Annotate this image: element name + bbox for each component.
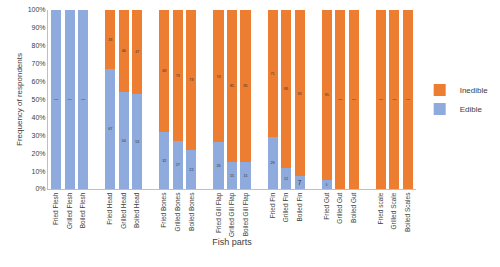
- svg-text:100: 100: [81, 98, 86, 101]
- svg-text:Grilled Gill Flap: Grilled Gill Flap: [228, 192, 236, 237]
- svg-text:0%: 0%: [35, 185, 45, 192]
- svg-text:100: 100: [379, 98, 384, 101]
- svg-text:Fried Head: Fried Head: [106, 192, 113, 225]
- svg-text:67: 67: [108, 127, 112, 131]
- svg-text:100: 100: [392, 98, 397, 101]
- svg-text:Fried Fin: Fried Fin: [269, 192, 276, 218]
- svg-text:78: 78: [189, 78, 193, 82]
- svg-text:93: 93: [298, 92, 302, 96]
- svg-text:26: 26: [216, 164, 220, 168]
- svg-text:Boiled Gill Flap: Boiled Gill Flap: [242, 192, 250, 236]
- svg-text:Fried Flesh: Fried Flesh: [52, 192, 59, 225]
- svg-text:Grilled Fin: Grilled Fin: [282, 192, 289, 222]
- svg-text:85: 85: [230, 84, 234, 88]
- svg-text:Fish parts: Fish parts: [212, 237, 252, 247]
- svg-text:29: 29: [271, 161, 275, 165]
- svg-text:32: 32: [162, 159, 166, 163]
- svg-text:53: 53: [135, 140, 139, 144]
- svg-text:Fried Gut: Fried Gut: [323, 192, 330, 219]
- svg-text:Fried scale: Fried scale: [377, 192, 384, 224]
- svg-text:Fried Gill Flap: Fried Gill Flap: [215, 192, 223, 233]
- svg-text:90%: 90%: [32, 24, 46, 31]
- svg-text:33: 33: [108, 38, 112, 42]
- svg-text:Frequency of respondents: Frequency of respondents: [15, 53, 24, 146]
- svg-text:Grilled Flesh: Grilled Flesh: [66, 192, 73, 229]
- svg-text:5: 5: [326, 183, 328, 187]
- svg-text:Boiled Scales: Boiled Scales: [404, 192, 411, 232]
- svg-text:40%: 40%: [32, 114, 46, 121]
- svg-text:60%: 60%: [32, 78, 46, 85]
- svg-text:100: 100: [406, 98, 411, 101]
- svg-text:54: 54: [122, 139, 126, 143]
- svg-text:73: 73: [176, 74, 180, 78]
- svg-text:Grilled Head: Grilled Head: [120, 192, 127, 229]
- svg-text:27: 27: [176, 163, 180, 167]
- svg-text:15: 15: [243, 174, 247, 178]
- svg-text:74: 74: [216, 75, 220, 79]
- svg-text:85: 85: [243, 84, 247, 88]
- svg-text:Edible: Edible: [460, 105, 483, 114]
- svg-text:Boiled Flesh: Boiled Flesh: [79, 192, 86, 228]
- svg-text:46: 46: [122, 49, 126, 53]
- svg-text:7: 7: [298, 179, 302, 186]
- svg-text:Boiled Fin: Boiled Fin: [296, 192, 303, 221]
- svg-text:68: 68: [162, 69, 166, 73]
- svg-text:Boiled Head: Boiled Head: [133, 192, 140, 228]
- svg-text:30%: 30%: [32, 132, 46, 139]
- svg-text:Grilled Gut: Grilled Gut: [336, 192, 343, 223]
- svg-text:47: 47: [135, 50, 139, 54]
- svg-text:100: 100: [68, 98, 73, 101]
- svg-text:70%: 70%: [32, 60, 46, 67]
- svg-text:100: 100: [54, 98, 59, 101]
- svg-text:Inedible: Inedible: [460, 86, 489, 95]
- svg-text:100: 100: [338, 98, 343, 101]
- svg-text:Fried Bones: Fried Bones: [160, 192, 167, 228]
- svg-text:20%: 20%: [32, 150, 46, 157]
- svg-text:12: 12: [284, 177, 288, 181]
- svg-text:Grilled Scale: Grilled Scale: [390, 192, 397, 229]
- svg-text:88: 88: [284, 87, 288, 91]
- svg-text:100%: 100%: [28, 6, 46, 13]
- svg-text:80%: 80%: [32, 42, 46, 49]
- svg-text:15: 15: [230, 174, 234, 178]
- svg-text:100: 100: [352, 98, 357, 101]
- svg-text:Boiled Bones: Boiled Bones: [188, 192, 195, 231]
- svg-text:95: 95: [325, 93, 329, 97]
- svg-text:10%: 10%: [32, 168, 46, 175]
- svg-text:Grilled Bones: Grilled Bones: [174, 192, 181, 232]
- svg-text:Boiled Gut: Boiled Gut: [350, 192, 357, 223]
- svg-text:71: 71: [271, 72, 275, 76]
- svg-text:22: 22: [189, 168, 193, 172]
- svg-text:50%: 50%: [32, 96, 46, 103]
